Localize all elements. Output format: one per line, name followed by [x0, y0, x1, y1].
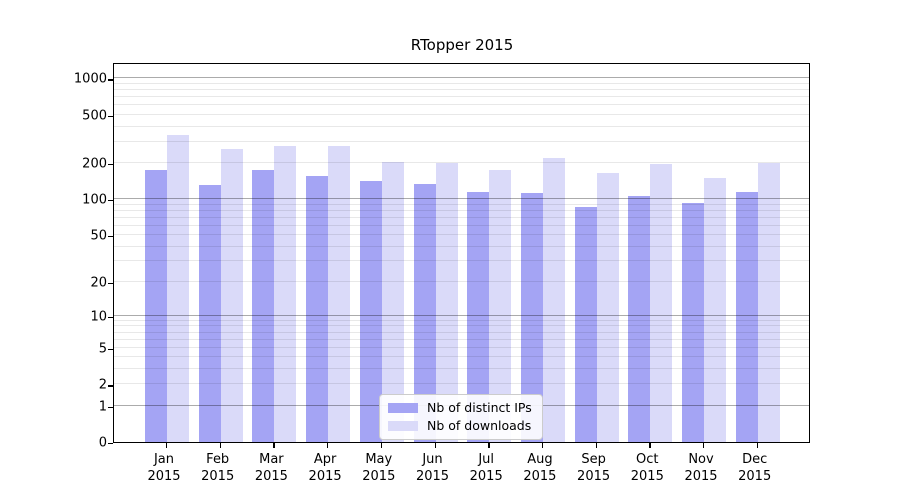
y-tick-mark — [108, 163, 113, 166]
y-tick-label: 200 — [82, 156, 107, 172]
x-tick-mark — [703, 443, 705, 448]
x-tick-label: Oct 2015 — [630, 452, 664, 484]
x-tick-mark — [327, 443, 329, 448]
x-tick-label-year: 2015 — [201, 469, 235, 484]
x-tick-label: Dec 2015 — [738, 452, 772, 484]
bar-downloads-apr — [328, 146, 351, 442]
x-tick-label-year: 2015 — [362, 469, 396, 484]
y-tick-label: 1 — [98, 399, 107, 414]
x-tick-label: Jul 2015 — [469, 452, 503, 484]
x-tick-mark — [595, 443, 597, 448]
plot-area: Nb of distinct IPs Nb of downloads — [113, 63, 810, 443]
y-tick-mark — [108, 385, 113, 387]
y-tick-label: 2 — [98, 377, 107, 393]
y-tick-mark — [108, 406, 113, 408]
x-tick-label-year: 2015 — [577, 469, 611, 484]
x-tick-label-year: 2015 — [308, 469, 342, 484]
y-tick-label: 1000 — [73, 71, 107, 87]
legend-label-downloads: Nb of downloads — [427, 418, 532, 433]
x-tick-label-year: 2015 — [684, 469, 718, 484]
x-tick-label: Nov 2015 — [684, 452, 718, 484]
x-tick-label: Aug 2015 — [523, 452, 557, 484]
y-tick-label: 50 — [90, 228, 107, 244]
bar-ips-nov — [682, 203, 704, 442]
y-tick-mark — [108, 200, 113, 202]
bar-downloads-aug — [542, 158, 565, 442]
bar-downloads-jun — [435, 163, 458, 442]
legend-item-downloads: Nb of downloads — [388, 419, 532, 433]
legend-label-distinct-ips: Nb of distinct IPs — [427, 400, 532, 415]
bar-ips-dec — [735, 191, 758, 442]
y-tick-label: 10 — [90, 309, 107, 325]
bar-ips-mar — [252, 169, 275, 442]
bar-ips-jan — [145, 169, 167, 442]
x-tick-label-year: 2015 — [415, 469, 450, 484]
y-tick-label: 100 — [82, 192, 107, 208]
x-tick-mark — [219, 443, 222, 448]
bar-ips-apr — [306, 175, 329, 442]
y-tick-label: 500 — [82, 108, 107, 124]
bar-ips-sep — [574, 206, 597, 442]
x-tick-label: Jun 2015 — [415, 452, 450, 484]
x-tick-mark — [488, 443, 490, 448]
x-tick-label-year: 2015 — [469, 469, 503, 484]
chart-title: RTopper 2015 — [410, 36, 514, 54]
bar-downloads-dec — [757, 163, 780, 442]
x-tick-label-year: 2015 — [523, 469, 557, 484]
x-tick-mark — [649, 443, 651, 448]
x-tick-mark — [434, 443, 436, 448]
bar-ips-oct — [628, 196, 651, 442]
bar-downloads-feb — [220, 148, 243, 442]
legend-swatch-distinct-ips — [388, 403, 418, 413]
bar-ips-jul — [467, 191, 490, 442]
bar-downloads-sep — [596, 173, 619, 442]
bar-downloads-jul — [489, 169, 512, 442]
x-tick-label-year: 2015 — [254, 469, 288, 484]
y-tick-mark — [108, 79, 113, 81]
x-tick-label: Sep 2015 — [577, 452, 611, 484]
x-tick-mark — [166, 443, 168, 448]
y-tick-mark — [108, 348, 113, 351]
bar-downloads-jan — [167, 135, 189, 442]
bar-ips-aug — [520, 192, 543, 442]
x-tick-label: Apr 2015 — [308, 452, 342, 484]
x-tick-mark — [273, 443, 275, 448]
y-tick-mark — [108, 282, 113, 285]
y-tick-mark — [108, 443, 113, 445]
y-tick-mark — [108, 316, 113, 319]
y-tick-label: 20 — [90, 275, 107, 291]
legend-swatch-downloads — [388, 421, 418, 431]
y-tick-label: 0 — [98, 435, 107, 451]
x-tick-label: Jan 2015 — [147, 452, 181, 484]
x-tick-label-year: 2015 — [630, 469, 664, 484]
x-tick-label: May 2015 — [362, 452, 396, 484]
y-tick-label: 5 — [98, 341, 107, 357]
x-tick-label-year: 2015 — [738, 469, 772, 484]
y-tick-mark — [108, 236, 113, 238]
bar-ips-may — [359, 180, 382, 442]
bar-downloads-may — [381, 161, 404, 442]
x-tick-label: Feb 2015 — [201, 452, 235, 484]
x-tick-mark — [541, 443, 544, 448]
legend-item-distinct-ips: Nb of distinct IPs — [388, 401, 532, 415]
x-tick-mark — [756, 443, 759, 448]
x-tick-label: Mar 2015 — [254, 452, 288, 484]
x-tick-mark — [380, 443, 383, 448]
bar-downloads-oct — [650, 164, 673, 442]
bar-ips-feb — [198, 185, 221, 442]
bar-downloads-nov — [704, 177, 726, 442]
y-tick-mark — [108, 115, 113, 118]
bar-downloads-mar — [274, 146, 297, 442]
x-tick-label-year: 2015 — [147, 469, 181, 484]
legend: Nb of distinct IPs Nb of downloads — [379, 394, 543, 440]
bar-ips-jun — [413, 183, 436, 442]
bars-layer — [114, 64, 809, 442]
